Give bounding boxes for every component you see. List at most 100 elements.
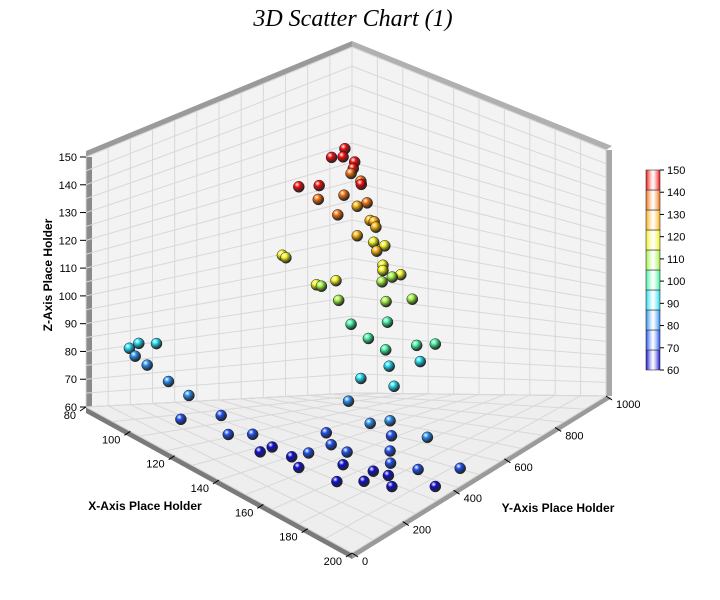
scatter-point <box>385 430 398 442</box>
gridline <box>112 392 378 423</box>
y-axis-label: Y-Axis Place Holder <box>502 501 615 515</box>
y-tick <box>351 552 359 558</box>
scatter-point <box>421 431 434 444</box>
gridline <box>298 394 556 525</box>
x-tick-label: 180 <box>279 532 297 544</box>
scatter-point <box>332 209 344 221</box>
scatter-point <box>386 271 399 283</box>
y-tick <box>605 395 613 401</box>
y-tick-label: 0 <box>362 556 368 568</box>
colorbar-tick-label: 60 <box>667 365 679 377</box>
scatter-point <box>325 438 337 451</box>
scatter-point <box>376 276 388 288</box>
z-tick-label: 90 <box>65 319 77 331</box>
scatter-point <box>338 189 350 201</box>
scatter-point <box>315 280 328 292</box>
colorbar-segment <box>645 249 661 271</box>
scatter-point <box>330 274 342 287</box>
y-tick <box>554 426 562 432</box>
colorbar-tick-label: 90 <box>667 298 679 310</box>
scatter-point <box>313 179 325 192</box>
gridline <box>351 395 607 554</box>
colorbar-tick-label: 140 <box>667 187 685 199</box>
x-tick <box>79 406 87 412</box>
scatter-point <box>129 350 141 362</box>
colorbar: 60 70 80 90 100 110 120 130 140 150 <box>645 165 685 377</box>
floor-edge-right <box>352 396 612 559</box>
colorbar-tick-label: 150 <box>667 165 685 177</box>
scatter-point <box>355 372 367 385</box>
chart-title: 3D Scatter Chart (1) <box>252 6 452 32</box>
scatter-point <box>382 469 395 482</box>
x-tick-label: 100 <box>102 434 120 446</box>
scatter-point <box>410 339 423 352</box>
gridline <box>245 394 505 496</box>
x-tick-label: 120 <box>146 459 164 471</box>
scatter-point <box>351 230 364 242</box>
gridline <box>271 394 531 510</box>
colorbar-segment <box>645 349 661 371</box>
x-tick-label: 140 <box>191 483 209 495</box>
x-tick <box>212 479 220 485</box>
left-wall-edge <box>86 157 92 407</box>
gridline <box>139 393 403 437</box>
z-tick-label: 150 <box>59 152 77 164</box>
z-axis-label: Z-Axis Place Holder <box>41 218 55 331</box>
scatter-point <box>384 457 397 469</box>
scatter-point <box>285 451 298 463</box>
scatter-point <box>370 221 382 233</box>
chart-axes: 60 70 80 90 100 110 120 130 140 150 80 100 120 140 160… <box>59 152 641 568</box>
scatter-point <box>377 264 389 277</box>
chart-walls <box>84 41 612 559</box>
scatter-point <box>351 200 364 213</box>
scatter-point <box>246 428 259 441</box>
scatter-point <box>293 461 305 474</box>
scatter-point <box>312 193 325 206</box>
scatter-point <box>331 475 343 488</box>
colorbar-segment <box>645 309 661 331</box>
scatter-point <box>280 251 292 264</box>
scatter-point <box>320 427 333 439</box>
colorbar-tick-label: 130 <box>667 209 685 221</box>
x-tick-label: 200 <box>324 556 342 568</box>
right-wall-rim <box>352 41 612 150</box>
scatter-point <box>384 445 396 457</box>
floor-edge-left <box>86 407 352 559</box>
y-tick <box>453 489 460 495</box>
colorbar-segment <box>645 209 661 231</box>
scatter-point <box>454 462 466 475</box>
z-tick-label: 140 <box>59 180 77 192</box>
z-tick-label: 130 <box>59 208 77 220</box>
scatter-point <box>162 375 175 388</box>
scatter-point <box>380 295 392 308</box>
left-wall-rim <box>86 41 352 157</box>
scatter-point <box>302 447 315 459</box>
scatter-point <box>325 151 338 164</box>
scatter-point <box>381 316 394 328</box>
scatter-point <box>133 337 145 350</box>
colorbar-tick-label: 120 <box>667 232 685 244</box>
x-tick-label: 80 <box>64 410 76 422</box>
y-tick-label: 800 <box>565 430 583 442</box>
colorbar-tick-label: 110 <box>667 254 685 266</box>
scatter-point <box>388 380 400 393</box>
scatter-point <box>141 359 153 371</box>
scatter-point <box>123 342 136 355</box>
gridline <box>85 392 353 408</box>
scatter-point <box>429 338 442 350</box>
y-tick-label: 200 <box>413 525 431 537</box>
scatter-point <box>345 167 357 180</box>
scatter-point <box>332 294 345 307</box>
scatter-point <box>215 409 227 422</box>
x-tick-label: 160 <box>235 507 253 519</box>
scatter-point <box>266 441 278 453</box>
scatter-point <box>341 446 353 458</box>
scatter-point <box>183 389 195 402</box>
chart-points <box>123 142 466 493</box>
scatter-point <box>414 355 427 368</box>
scatter-point <box>150 337 163 350</box>
scatter-point <box>362 332 375 345</box>
scatter-point <box>406 293 419 305</box>
